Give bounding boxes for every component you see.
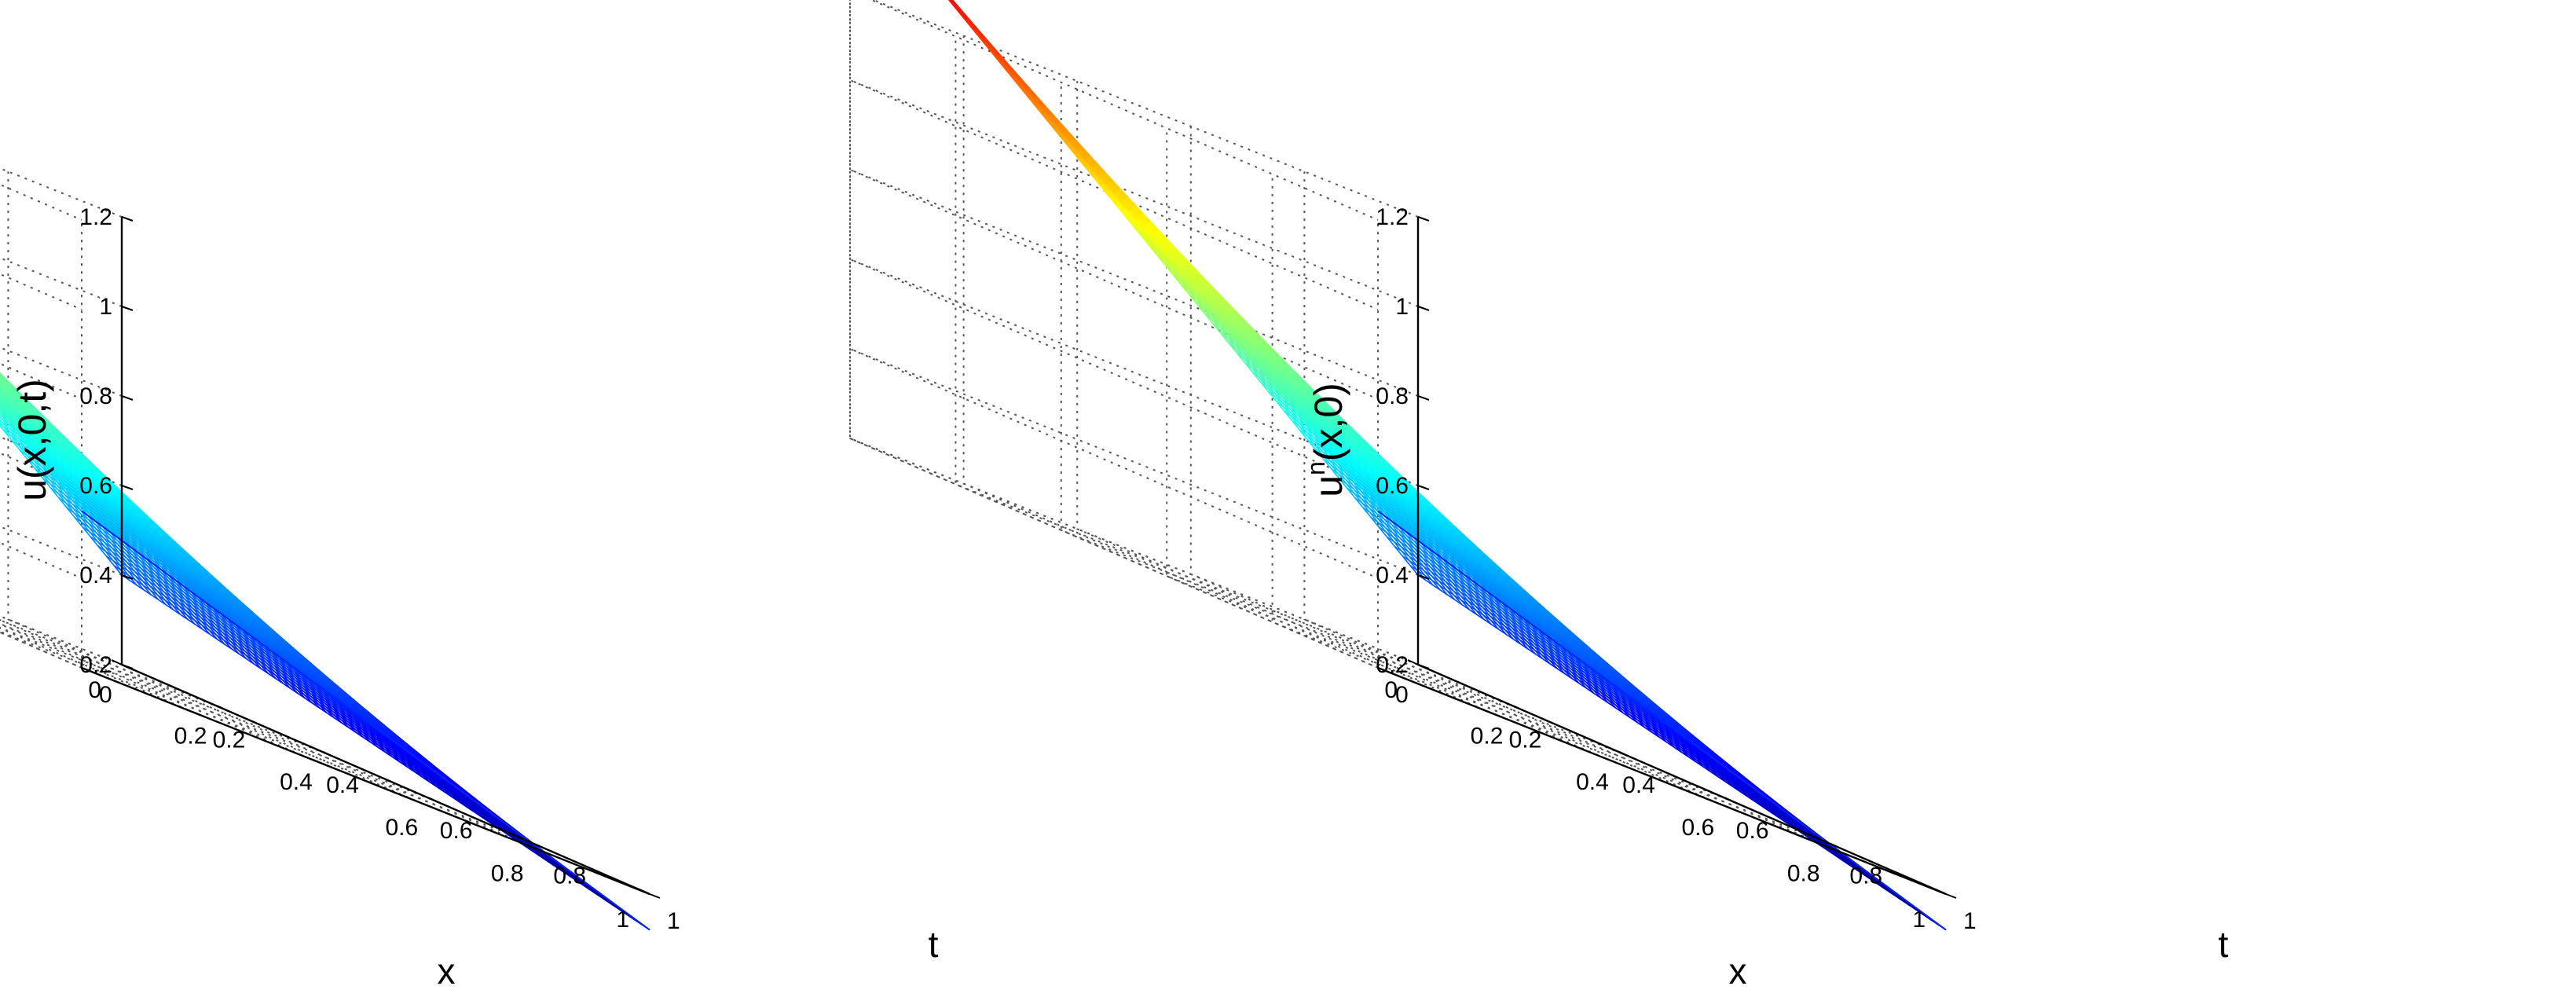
t-gridline — [122, 217, 650, 894]
surface-mesh — [0, 0, 650, 930]
z-gridline — [0, 80, 122, 310]
grid-lines — [0, 0, 650, 894]
z-gridline — [0, 0, 122, 220]
t-gridline — [0, 36, 196, 713]
t-gridline — [0, 0, 82, 668]
surface-plot-left: 0.20.40.60.811.200.20.40.60.8100.20.40.6… — [0, 0, 939, 992]
